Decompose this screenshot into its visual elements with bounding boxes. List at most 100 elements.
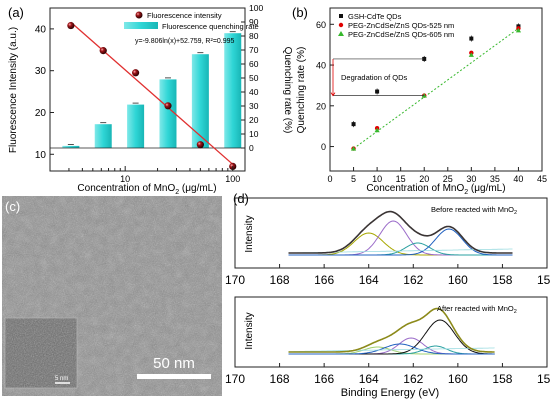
point-peg-605 bbox=[374, 127, 380, 133]
tem-scale-bar bbox=[137, 374, 211, 379]
panel-a-ylabel-left: Fluorescence Intensity (a.u.) bbox=[8, 27, 19, 153]
tick-label-left: 20 bbox=[35, 108, 47, 119]
point-gsh-cdte bbox=[351, 122, 356, 127]
panel-a-fit-equation: y=-9.806ln(x)+52.759, R²=0.995 bbox=[135, 38, 235, 45]
legend-peg-525: PEG-ZnCdSe/ZnS QDs-525 nm bbox=[348, 21, 454, 30]
fit-line bbox=[70, 21, 234, 165]
panel-b-plot-frame bbox=[329, 7, 543, 172]
panel-b-ylabel: Quenching rate (%) bbox=[296, 47, 307, 134]
envelope-line bbox=[288, 307, 495, 353]
tick-label-right: 20 bbox=[249, 115, 259, 125]
tick-label-x-top: 162 bbox=[403, 273, 423, 287]
panel-d-top-frame bbox=[234, 197, 548, 269]
panel-d-bottom-annotation: After reacted with MnO2 bbox=[437, 304, 517, 315]
legend-peg-525-marker bbox=[338, 22, 344, 28]
panel-b-degradation-bracket bbox=[330, 58, 425, 97]
tick-label-x-top: 164 bbox=[359, 273, 379, 287]
tick-label-right: 80 bbox=[249, 31, 259, 41]
tick-label-left: 10 bbox=[35, 150, 47, 161]
component-peak bbox=[288, 228, 513, 256]
panel-d-ylabel-bottom: Intensity bbox=[244, 312, 255, 349]
panel-a-xlabel: Concentration of MnO2 (μg/mL) bbox=[77, 183, 216, 196]
component-peak bbox=[288, 346, 495, 355]
tick-label-right: 100 bbox=[249, 3, 263, 13]
tem-inset-texture bbox=[5, 318, 77, 388]
panel-d: (d) 170170168168166166164164162162160160… bbox=[225, 191, 550, 399]
tick-label-x-top: 170 bbox=[225, 273, 245, 287]
tick-label-x-bottom: 166 bbox=[314, 372, 334, 386]
tick-label-y: 60 bbox=[316, 20, 326, 30]
bar-quenching-rate bbox=[62, 145, 80, 148]
tick-label-left: 40 bbox=[35, 24, 47, 35]
tick-label-right: 50 bbox=[249, 73, 259, 83]
point-gsh-cdte bbox=[469, 36, 474, 41]
panel-a-fit-line bbox=[70, 21, 234, 165]
tick-label-right: 10 bbox=[249, 129, 259, 139]
panel-c-label: (c) bbox=[5, 199, 20, 214]
tick-label-x-top: 166 bbox=[314, 273, 334, 287]
legend-fluorescence-intensity: Fluorescence intensity bbox=[147, 11, 222, 20]
legend-peg-605-marker bbox=[338, 31, 344, 36]
tick-label-x-bottom: 168 bbox=[270, 372, 290, 386]
tick-label-right: 60 bbox=[249, 59, 259, 69]
tick-label-right: 0 bbox=[249, 143, 254, 153]
tick-label-x: 10 bbox=[120, 174, 130, 184]
point-fluorescence-intensity bbox=[99, 47, 107, 55]
bar-quenching-rate bbox=[191, 54, 209, 149]
legend-quenching-rate: Fluorescence quenching rate bbox=[162, 22, 259, 31]
point-fluorescence-intensity bbox=[67, 21, 75, 30]
tick-label-x-top: 160 bbox=[448, 273, 468, 287]
panel-b-label: (b) bbox=[292, 5, 308, 20]
point-fluorescence-intensity bbox=[164, 102, 172, 110]
panel-a-ticks: 10 20 30 40 0 10 20 30 40 50 60 70 80 90 100 10 100 bbox=[35, 3, 264, 184]
tick-label-x: 45 bbox=[537, 174, 547, 184]
tick-label-x: 5 bbox=[351, 174, 356, 184]
panel-a-label: (a) bbox=[8, 5, 24, 20]
legend-gsh-cdte-marker bbox=[339, 14, 343, 18]
tem-inset-scale-label: 5 nm bbox=[55, 376, 68, 382]
tick-label-x: 30 bbox=[466, 174, 476, 184]
tick-label-x: 15 bbox=[396, 174, 406, 184]
panel-b: (b) 0 5 10 15 20 25 30 35 40 45 0 20 40 60 Degradatio… bbox=[292, 5, 547, 196]
bar-quenching-rate bbox=[127, 104, 145, 148]
tick-label-x-bottom: 162 bbox=[403, 372, 423, 386]
panel-b-xlabel: Concentration of MnO2 (μg/mL) bbox=[366, 183, 505, 196]
tick-label-x: 100 bbox=[225, 174, 240, 184]
point-peg-605 bbox=[350, 146, 357, 151]
point-gsh-cdte bbox=[375, 89, 380, 94]
panel-b-points bbox=[350, 23, 522, 151]
tem-inset-frame bbox=[4, 317, 78, 389]
panel-a-ylabel-right: Quenching rate (%) bbox=[282, 47, 293, 134]
tick-label-x-bottom: 156 bbox=[537, 372, 550, 386]
panel-d-xlabel: Binding Energy (eV) bbox=[341, 387, 439, 399]
tick-label-right: 70 bbox=[249, 45, 259, 55]
tick-label-x-top: 156 bbox=[537, 273, 550, 287]
tick-label-right: 90 bbox=[249, 17, 259, 27]
point-peg-605 bbox=[515, 27, 522, 33]
bar-quenching-rate bbox=[94, 124, 112, 148]
tick-label-right: 40 bbox=[249, 87, 259, 97]
point-fluorescence-intensity bbox=[132, 69, 140, 77]
envelope-line bbox=[288, 210, 513, 254]
panel-d-ylabel-top: Intensity bbox=[244, 215, 255, 252]
tick-label-y: 0 bbox=[321, 142, 326, 152]
legend-peg-605: PEG-ZnCdSe/ZnS QDs-605 nm bbox=[348, 30, 454, 39]
panel-d-top-annotation: Before reacted with MnO2 bbox=[431, 205, 517, 216]
tick-label-right: 30 bbox=[249, 101, 259, 111]
tick-label-x-bottom: 164 bbox=[359, 372, 379, 386]
legend-quenching-rate-marker bbox=[124, 22, 158, 29]
component-peak bbox=[288, 343, 495, 355]
panel-a-plot-frame bbox=[49, 7, 246, 172]
tick-label-x: 0 bbox=[327, 174, 332, 184]
panel-d-bottom-frame bbox=[234, 296, 548, 368]
tick-label-x: 10 bbox=[372, 174, 382, 184]
tick-label-x: 40 bbox=[513, 174, 523, 184]
panel-d-bottom-curves bbox=[288, 307, 495, 355]
tick-label-x-top: 168 bbox=[270, 273, 290, 287]
legend-gsh-cdte: GSH-CdTe QDs bbox=[348, 12, 402, 21]
panel-d-top-curves bbox=[288, 210, 513, 256]
background-line bbox=[288, 347, 495, 353]
bar-quenching-rate bbox=[224, 33, 242, 149]
legend-fluorescence-intensity-marker bbox=[135, 11, 143, 19]
